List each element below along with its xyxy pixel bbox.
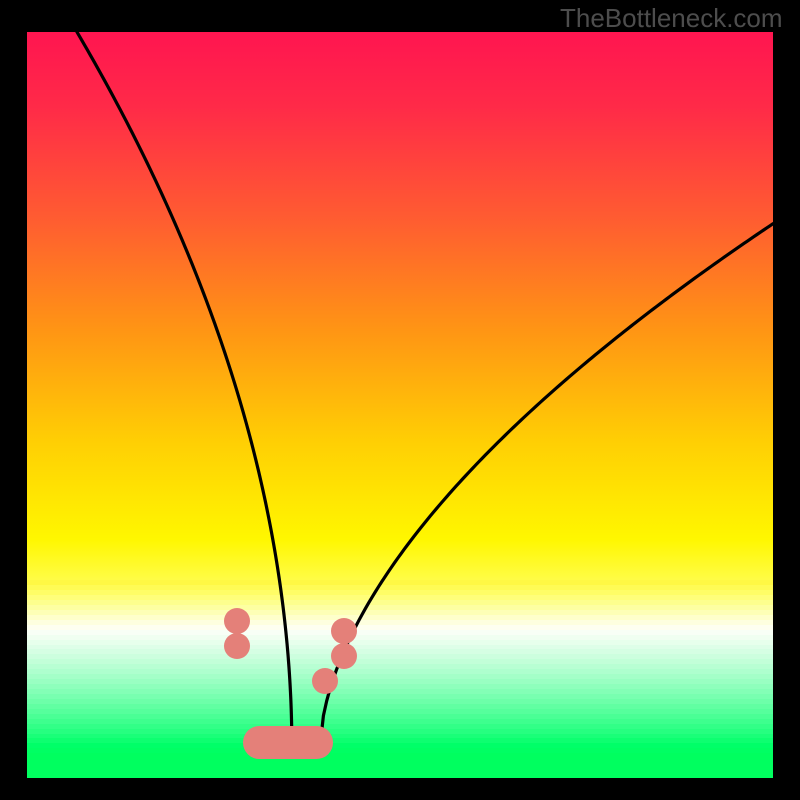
valley-marker <box>331 618 357 644</box>
chart-stage: TheBottleneck.com <box>0 0 800 800</box>
valley-marker <box>331 643 357 669</box>
valley-pill <box>243 726 333 759</box>
watermark-text: TheBottleneck.com <box>560 3 783 34</box>
plot-border <box>25 30 775 780</box>
